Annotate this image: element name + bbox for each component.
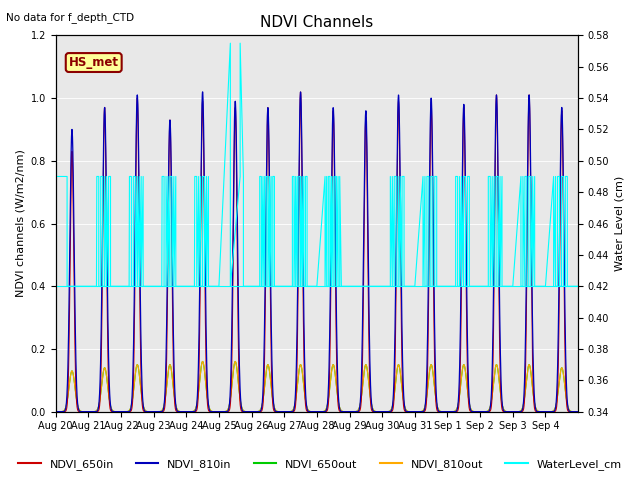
- Y-axis label: NDVI channels (W/m2/nm): NDVI channels (W/m2/nm): [15, 150, 25, 298]
- Legend: NDVI_650in, NDVI_810in, NDVI_650out, NDVI_810out, WaterLevel_cm: NDVI_650in, NDVI_810in, NDVI_650out, NDV…: [14, 455, 626, 474]
- Title: NDVI Channels: NDVI Channels: [260, 15, 374, 30]
- Y-axis label: Water Level (cm): Water Level (cm): [615, 176, 625, 271]
- Text: No data for f_depth_CTD: No data for f_depth_CTD: [6, 12, 134, 23]
- Text: HS_met: HS_met: [68, 56, 118, 69]
